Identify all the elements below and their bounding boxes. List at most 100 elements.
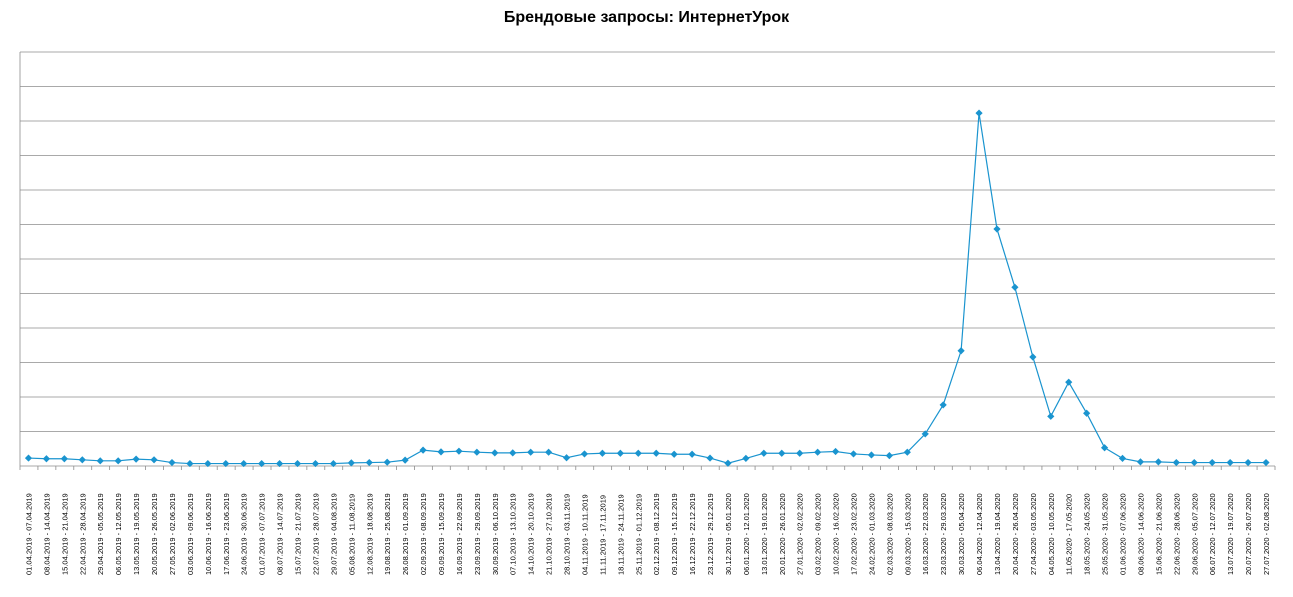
data-point-marker xyxy=(509,449,517,457)
data-point-marker xyxy=(616,449,624,457)
x-tick-label: 15.07.2019 - 21.07.2019 xyxy=(294,493,303,575)
x-tick-label: 03.06.2019 - 09.06.2019 xyxy=(186,493,195,575)
data-point-marker xyxy=(311,459,320,468)
data-point-marker xyxy=(1065,378,1073,386)
x-tick-label: 04.05.2020 - 10.05.2020 xyxy=(1047,493,1056,575)
data-point-marker xyxy=(562,454,571,462)
x-tick-label: 23.09.2019 - 29.09.2019 xyxy=(473,493,482,575)
data-point-marker xyxy=(598,449,607,457)
x-tick-label: 13.05.2019 - 19.05.2019 xyxy=(132,493,141,575)
x-tick-label: 20.05.2019 - 26.05.2019 xyxy=(150,493,159,575)
x-tick-label: 20.07.2020 - 26.07.2020 xyxy=(1244,493,1253,575)
x-tick-label: 25.05.2020 - 31.05.2020 xyxy=(1101,493,1110,575)
x-tick-label: 27.01.2020 - 02.02.2020 xyxy=(796,493,805,575)
data-point-marker xyxy=(957,347,965,355)
data-point-marker xyxy=(814,448,822,456)
data-point-marker xyxy=(473,448,481,456)
data-point-marker xyxy=(1083,409,1091,417)
x-tick-label: 24.02.2020 - 01.03.2020 xyxy=(867,493,876,575)
data-point-marker xyxy=(652,449,660,457)
data-point-marker xyxy=(383,458,391,466)
x-tick-label: 01.07.2019 - 07.07.2019 xyxy=(258,493,267,575)
x-tick-label: 02.12.2019 - 08.12.2019 xyxy=(652,493,661,575)
data-point-marker xyxy=(527,448,535,456)
x-tick-label: 06.05.2019 - 12.05.2019 xyxy=(114,493,123,575)
x-tick-label: 25.11.2019 - 01.12.2019 xyxy=(634,494,643,575)
data-point-marker xyxy=(401,456,409,464)
data-point-marker xyxy=(132,455,140,463)
x-tick-label: 29.04.2019 - 05.05.2019 xyxy=(96,493,105,575)
x-tick-label: 27.04.2020 - 03.05.2020 xyxy=(1029,493,1038,575)
x-tick-label: 27.07.2020 - 02.08.2020 xyxy=(1262,493,1271,575)
x-tick-label: 01.06.2020 - 07.06.2020 xyxy=(1119,493,1128,575)
x-tick-label: 06.07.2020 - 12.07.2020 xyxy=(1208,493,1217,575)
data-point-marker xyxy=(1100,444,1109,452)
data-point-marker xyxy=(1208,458,1216,467)
x-tick-label: 29.06.2020 - 05.07.2020 xyxy=(1190,493,1199,575)
data-point-marker xyxy=(545,448,553,456)
x-tick-label: 17.02.2020 - 23.02.2020 xyxy=(850,493,859,575)
x-tick-label: 17.06.2019 - 23.06.2019 xyxy=(222,493,231,575)
data-point-marker xyxy=(258,459,266,468)
x-tick-label: 16.12.2019 - 22.12.2019 xyxy=(688,493,697,575)
x-tick-label: 22.04.2019 - 28.04.2019 xyxy=(78,493,87,575)
gridlines xyxy=(20,51,1275,432)
data-point-marker xyxy=(993,225,1001,233)
x-tick-label: 11.11.2019 - 17.11.2019 xyxy=(598,495,607,575)
x-tick-labels: 01.04.2019 - 07.04.2019 08.04.2019 - 14.0… xyxy=(25,493,1272,575)
x-tick-label: 30.03.2020 - 05.04.2020 xyxy=(957,493,966,575)
data-point-marker xyxy=(634,449,642,457)
x-tick-label: 21.10.2019 - 27.10.2019 xyxy=(545,493,554,575)
data-point-marker xyxy=(742,454,750,463)
x-tick-label: 13.04.2020 - 19.04.2020 xyxy=(993,493,1002,575)
data-point-marker xyxy=(831,447,840,456)
x-tick-label: 10.02.2020 - 16.02.2020 xyxy=(832,493,841,575)
x-tick-label: 05.08.2019 - 11.08.2019 xyxy=(347,494,356,575)
data-markers xyxy=(24,109,1270,468)
x-tick-label: 15.04.2019 - 21.04.2019 xyxy=(60,493,69,575)
x-tick-label: 20.04.2020 - 26.04.2020 xyxy=(1011,493,1020,575)
data-point-marker xyxy=(114,457,122,465)
data-point-marker xyxy=(96,457,104,465)
data-point-marker xyxy=(1262,458,1270,467)
x-tick-label: 27.05.2019 - 02.06.2019 xyxy=(168,493,177,575)
data-point-marker xyxy=(491,449,499,457)
data-point-marker xyxy=(78,456,86,464)
data-point-marker xyxy=(186,459,194,468)
data-point-marker xyxy=(688,450,696,458)
x-tick-label: 22.07.2019 - 28.07.2019 xyxy=(311,493,320,575)
data-point-marker xyxy=(1154,458,1162,466)
data-point-marker xyxy=(168,458,176,467)
x-tick-label: 09.12.2019 - 15.12.2019 xyxy=(670,493,679,575)
x-tick-label: 30.09.2019 - 06.10.2019 xyxy=(491,493,500,575)
x-tick-label: 28.10.2019 - 03.11.2019 xyxy=(563,494,572,575)
x-tick-label: 09.09.2019 - 15.09.2019 xyxy=(437,493,446,575)
x-tick-label: 20.01.2020 - 26.01.2020 xyxy=(778,493,787,575)
data-point-marker xyxy=(670,450,678,458)
data-point-marker xyxy=(275,459,284,468)
data-point-marker xyxy=(724,459,732,467)
series-line-path xyxy=(28,112,1266,465)
data-point-marker xyxy=(796,449,804,457)
data-point-marker xyxy=(706,454,714,462)
x-tick-label: 16.03.2020 - 22.03.2020 xyxy=(921,493,930,575)
x-tick-label: 18.11.2019 - 24.11.2019 xyxy=(616,494,625,575)
data-point-marker xyxy=(778,449,786,457)
data-point-marker xyxy=(24,454,33,462)
data-point-marker xyxy=(1172,458,1180,467)
data-point-marker xyxy=(921,430,929,438)
data-point-marker xyxy=(329,459,337,468)
data-point-marker xyxy=(455,447,463,455)
x-tick-label: 11.05.2020 - 17.05.2020 xyxy=(1065,494,1074,575)
x-tick-label: 22.06.2020 - 28.06.2020 xyxy=(1172,493,1181,575)
data-point-marker xyxy=(60,455,68,463)
x-tick-label: 09.03.2020 - 15.03.2020 xyxy=(903,493,912,575)
data-point-marker xyxy=(867,451,876,459)
x-tick-label: 08.04.2019 - 14.04.2019 xyxy=(42,493,51,575)
data-point-marker xyxy=(1118,454,1127,463)
data-point-marker xyxy=(150,456,158,464)
x-tick-label: 02.03.2020 - 08.03.2020 xyxy=(885,493,894,575)
data-point-marker xyxy=(1190,458,1198,467)
x-tick-label: 02.09.2019 - 08.09.2019 xyxy=(419,493,428,575)
x-tick-label: 29.07.2019 - 04.08.2019 xyxy=(329,493,338,575)
